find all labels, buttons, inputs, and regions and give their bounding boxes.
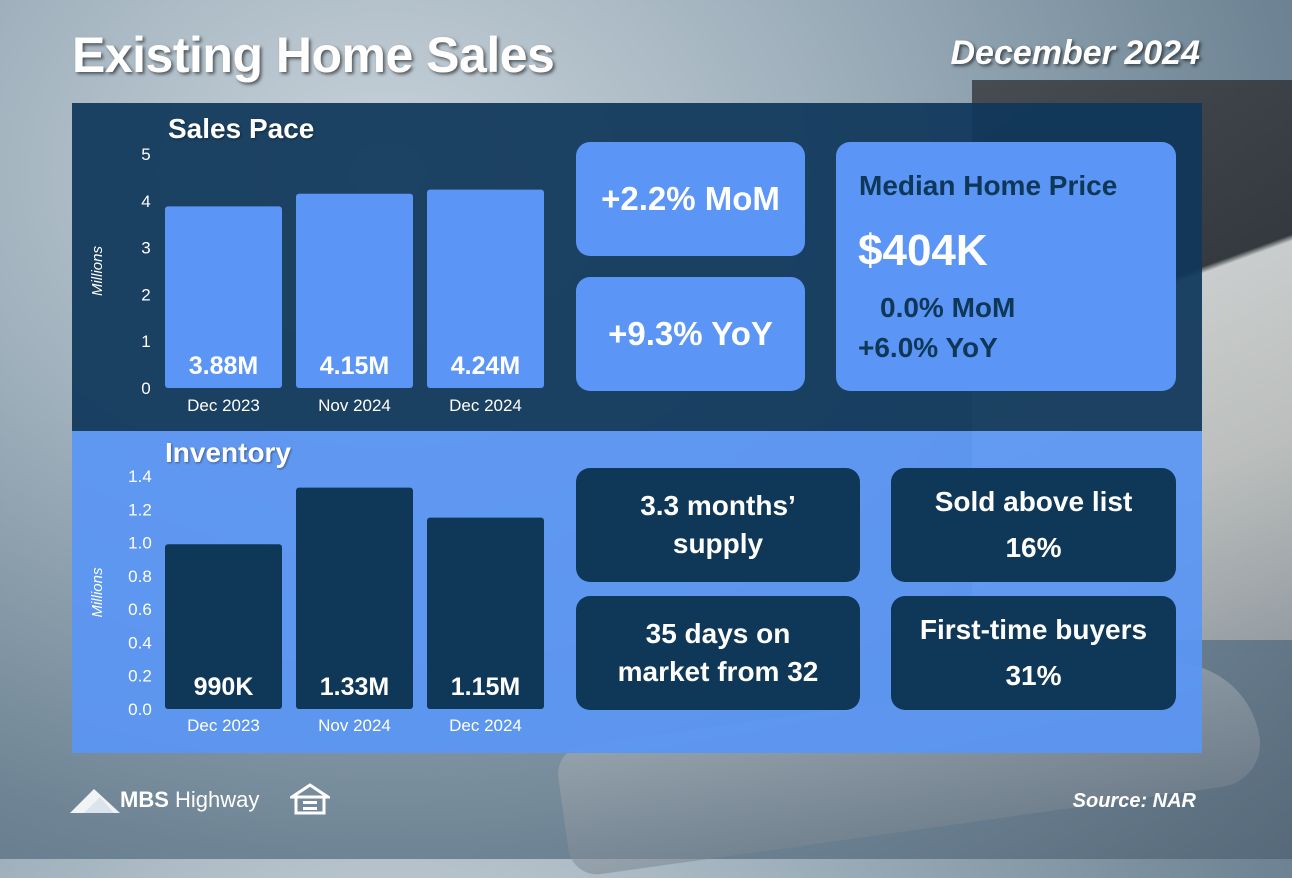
- sales-pace-chart: 0 1 2 3 4 5 Millions 3.88M Dec 2023 4.15M Nov 2024…: [89, 145, 544, 415]
- inventory-data-label: 990K: [194, 673, 254, 701]
- sales-mom-card: +2.2% MoM: [576, 142, 805, 256]
- sales-yoy-value: +9.3% YoY: [608, 315, 773, 353]
- first-time-buyers-value: 31%: [1005, 660, 1062, 691]
- median-price-yoy: +6.0% YoY: [858, 332, 998, 363]
- inventory-ytick-label: 0.4: [128, 633, 152, 652]
- sold-above-list-card: Sold above list 16%: [891, 468, 1176, 582]
- sales-ytick-label: 2: [141, 285, 150, 304]
- sold-above-list-value: 16%: [1005, 532, 1062, 563]
- inventory-ytick-label: 0.6: [128, 600, 152, 619]
- sales-ytick-label: 1: [141, 332, 150, 351]
- inventory-category-label: Dec 2024: [449, 716, 522, 735]
- median-price-title: Median Home Price: [859, 170, 1118, 201]
- sales-bar: [427, 189, 544, 388]
- inventory-category-label: Dec 2023: [187, 716, 260, 735]
- inventory-ytick-label: 1.2: [128, 500, 152, 519]
- days-on-market-line1: 35 days on: [645, 618, 791, 650]
- inventory-bar: [296, 487, 413, 709]
- inventory-ytick-label: 0.2: [128, 667, 152, 686]
- sales-category-label: Dec 2023: [187, 396, 260, 415]
- first-time-buyers-label: First-time buyers: [919, 614, 1148, 646]
- inventory-yaxis-label: Millions: [89, 567, 106, 618]
- inventory-ytick-label: 1.0: [128, 534, 152, 553]
- first-time-buyers-card: First-time buyers 31%: [891, 596, 1176, 710]
- inventory-data-label: 1.33M: [320, 673, 389, 701]
- inventory-bar: [427, 517, 544, 709]
- inventory-ytick-label: 0.8: [128, 567, 152, 586]
- inventory-chart: 0.0 0.2 0.4 0.6 0.8 1.0 1.2 1.4 Millions 990K Dec …: [89, 467, 544, 735]
- days-on-market-line2: market from 32: [617, 656, 819, 687]
- sales-bar: [296, 193, 413, 388]
- sales-pace-title: Sales Pace: [168, 113, 315, 144]
- brand-name: MBS Highway: [120, 787, 260, 812]
- sales-data-label: 3.88M: [189, 352, 258, 380]
- inventory-bar: [165, 544, 282, 709]
- mountain-logo-icon: [70, 789, 120, 813]
- median-price-value: $404K: [858, 226, 988, 275]
- source-credit: Source: NAR: [1072, 790, 1196, 812]
- sales-category-label: Dec 2024: [449, 396, 522, 415]
- sales-yoy-card: +9.3% YoY: [576, 277, 805, 391]
- days-on-market-card: 35 days on market from 32: [576, 596, 860, 710]
- sales-ytick-label: 3: [141, 239, 150, 258]
- inventory-title: Inventory: [165, 437, 292, 468]
- median-price-card: Median Home Price $404K 0.0% MoM +6.0% Y…: [836, 142, 1176, 391]
- sales-mom-value: +2.2% MoM: [601, 180, 780, 218]
- months-supply-line1: 3.3 months’: [640, 490, 796, 522]
- sales-ytick-label: 5: [141, 145, 150, 164]
- inventory-ytick-label: 0.0: [128, 700, 152, 719]
- sales-category-label: Nov 2024: [318, 396, 391, 415]
- brand-logo: MBS Highway: [70, 785, 259, 815]
- sales-bar: [165, 206, 282, 388]
- equal-housing-icon: [290, 783, 330, 815]
- sales-ytick-label: 0: [141, 379, 150, 398]
- months-supply-card: 3.3 months’ supply: [576, 468, 860, 582]
- report-date: December 2024: [950, 34, 1200, 72]
- median-price-mom: 0.0% MoM: [880, 292, 1016, 323]
- inventory-ytick-label: 1.4: [128, 467, 152, 486]
- sales-ytick-label: 4: [141, 192, 150, 211]
- inventory-data-label: 1.15M: [451, 673, 520, 701]
- months-supply-line2: supply: [672, 528, 764, 559]
- sold-above-list-label: Sold above list: [934, 486, 1133, 518]
- sales-data-label: 4.15M: [320, 352, 389, 380]
- page-title: Existing Home Sales: [72, 27, 555, 83]
- sales-data-label: 4.24M: [451, 352, 520, 380]
- sales-yaxis-label: Millions: [89, 245, 106, 296]
- inventory-category-label: Nov 2024: [318, 716, 391, 735]
